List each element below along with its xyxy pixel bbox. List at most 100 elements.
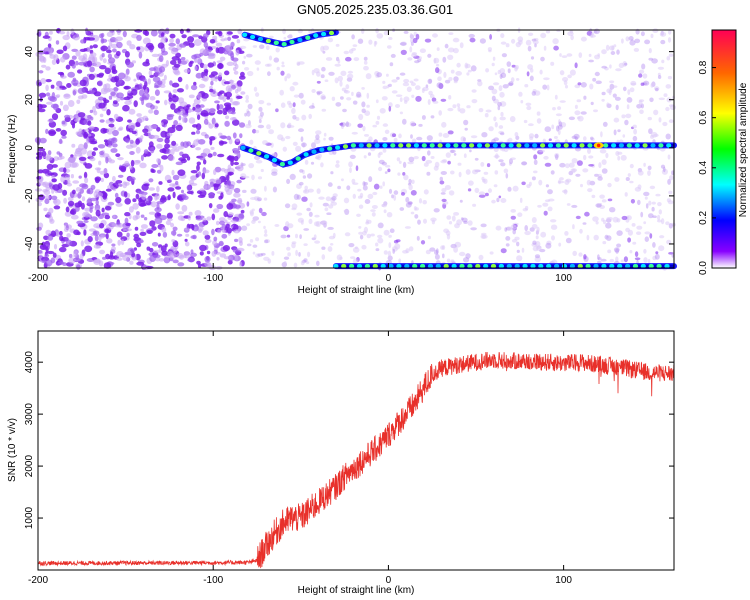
- noise-blob: [139, 231, 147, 236]
- noise-blob: [612, 93, 617, 98]
- noise-blob: [344, 232, 351, 237]
- noise-blob: [64, 224, 72, 230]
- noise-blob: [554, 153, 560, 159]
- noise-blob: [148, 70, 153, 76]
- noise-blob: [500, 41, 507, 45]
- noise-blob: [668, 29, 672, 35]
- noise-blob: [181, 189, 184, 194]
- noise-blob: [95, 209, 101, 217]
- lower-edge-track-node: [506, 263, 512, 269]
- noise-blob: [170, 48, 179, 55]
- noise-blob: [151, 169, 156, 174]
- noise-blob: [295, 233, 298, 239]
- carrier-track-node: [516, 143, 522, 148]
- noise-blob: [89, 197, 98, 202]
- spectrogram-x-axis: -200 -100 0 100: [28, 30, 572, 284]
- noise-blob: [156, 185, 160, 193]
- noise-blob: [68, 253, 73, 259]
- noise-blob: [185, 59, 189, 63]
- noise-blob: [186, 104, 191, 108]
- noise-blob: [640, 211, 644, 218]
- noise-blob: [571, 168, 576, 174]
- noise-blob: [109, 118, 115, 123]
- noise-blob: [199, 188, 206, 192]
- noise-blob: [173, 63, 181, 68]
- noise-blob: [159, 214, 167, 221]
- noise-blob: [197, 92, 202, 100]
- noise-blob: [427, 235, 431, 240]
- noise-blob: [625, 113, 632, 119]
- noise-blob: [461, 217, 468, 223]
- noise-blob: [399, 72, 406, 76]
- noise-blob: [393, 137, 398, 143]
- noise-blob: [322, 45, 330, 51]
- noise-blob: [158, 55, 164, 63]
- noise-blob: [467, 188, 472, 192]
- noise-blob: [61, 120, 66, 125]
- noise-blob: [286, 178, 291, 184]
- noise-blob: [447, 47, 455, 53]
- noise-blob: [488, 188, 492, 193]
- noise-blob: [629, 87, 635, 93]
- noise-blob: [93, 147, 99, 151]
- noise-blob: [534, 256, 541, 263]
- noise-blob: [371, 205, 378, 209]
- noise-blob: [97, 144, 106, 149]
- noise-blob: [436, 63, 440, 67]
- noise-blob: [567, 31, 574, 37]
- noise-blob: [244, 67, 250, 71]
- noise-blob: [410, 38, 413, 43]
- noise-blob: [651, 206, 655, 212]
- noise-blob: [506, 61, 512, 67]
- noise-blob: [160, 28, 165, 33]
- noise-blob: [122, 254, 129, 261]
- noise-blob: [117, 72, 126, 80]
- noise-blob: [213, 184, 219, 191]
- noise-blob: [615, 248, 619, 254]
- noise-blob: [90, 216, 98, 222]
- noise-blob: [286, 234, 291, 238]
- noise-blob: [308, 105, 316, 109]
- noise-blob: [605, 222, 612, 229]
- noise-blob: [71, 55, 77, 60]
- noise-blob: [361, 108, 366, 114]
- carrier-track-node: [358, 143, 364, 148]
- noise-blob: [648, 48, 652, 54]
- snr-x-label: Height of straight line (km): [298, 585, 415, 596]
- noise-blob: [204, 238, 212, 244]
- noise-blob: [640, 103, 645, 109]
- noise-blob: [420, 240, 426, 245]
- noise-blob: [642, 73, 648, 79]
- noise-blob: [255, 159, 263, 164]
- noise-blob: [104, 205, 112, 211]
- noise-blob: [37, 250, 44, 255]
- noise-blob: [521, 181, 526, 186]
- noise-blob: [639, 69, 645, 74]
- noise-blob: [356, 91, 362, 98]
- noise-blob: [429, 247, 436, 252]
- noise-blob: [463, 257, 470, 263]
- noise-blob: [605, 44, 610, 51]
- noise-blob: [199, 52, 204, 57]
- noise-blob: [668, 104, 675, 107]
- noise-blob: [456, 62, 461, 68]
- noise-blob: [58, 31, 66, 35]
- noise-blob: [500, 72, 507, 79]
- noise-blob: [626, 104, 630, 110]
- noise-blob: [135, 146, 141, 154]
- noise-blob: [303, 243, 308, 247]
- noise-blob: [500, 132, 505, 136]
- noise-blob: [614, 177, 620, 182]
- noise-blob: [197, 263, 202, 269]
- noise-blob: [367, 219, 372, 224]
- noise-blob: [293, 262, 298, 268]
- noise-blob: [268, 129, 274, 135]
- noise-blob: [531, 91, 536, 96]
- noise-blob: [309, 202, 313, 208]
- noise-blob: [163, 90, 171, 94]
- noise-blob: [414, 207, 419, 211]
- noise-blob: [281, 64, 285, 68]
- noise-blob: [388, 83, 392, 87]
- noise-blob: [306, 261, 310, 265]
- noise-blob: [402, 172, 406, 176]
